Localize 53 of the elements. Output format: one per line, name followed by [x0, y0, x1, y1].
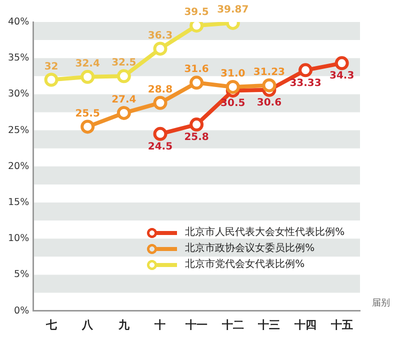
data-label: 28.8	[148, 84, 173, 96]
legend-label: 北京市人民代表大会女性代表比例%	[185, 226, 345, 240]
point	[80, 70, 95, 84]
x-tick-label: 十二	[220, 318, 244, 332]
point	[298, 63, 313, 78]
data-label: 27.4	[112, 94, 136, 106]
point	[80, 120, 95, 134]
data-label: 31.6	[184, 64, 209, 76]
point	[153, 126, 168, 141]
x-tick-label: 十三	[257, 318, 280, 332]
data-label: 33.33	[290, 78, 322, 89]
data-label: 25.5	[75, 108, 100, 120]
data-label: 25.8	[184, 132, 209, 144]
y-tick-label: 30%	[8, 88, 30, 100]
data-label: 32.4	[75, 58, 100, 70]
y-tick-label: 35%	[8, 52, 30, 64]
x-tick-label: 十四	[294, 318, 317, 332]
data-label: 31.0	[220, 68, 246, 80]
point	[153, 42, 168, 56]
legend-label: 北京市政协会议女委员比例%	[185, 242, 315, 256]
point	[190, 118, 204, 132]
x-tick-label: 十一	[184, 318, 208, 332]
x-tick-label: 九	[117, 318, 130, 332]
x-tick-label: 十五	[330, 318, 353, 332]
point	[116, 69, 131, 84]
point	[334, 56, 349, 70]
y-tick-label: 20%	[8, 160, 30, 172]
point	[44, 72, 58, 87]
y-tick-label: 25%	[8, 124, 30, 136]
data-label: 24.5	[148, 142, 173, 153]
data-label: 32	[44, 61, 58, 72]
data-label: 34.3	[329, 70, 354, 82]
data-label: 31.23	[253, 66, 286, 78]
point	[190, 76, 204, 90]
x-tick-label: 十	[154, 318, 166, 332]
legend-label: 北京市党代会女代表比例%	[185, 258, 305, 272]
data-label: 39.5	[184, 7, 209, 18]
y-tick-label: 0%	[14, 305, 30, 316]
data-label: 32.5	[112, 58, 136, 69]
y-tick-label: 15%	[8, 196, 30, 208]
data-label: 36.3	[148, 30, 173, 42]
point	[226, 80, 240, 94]
x-tick-label: 八	[81, 318, 94, 332]
data-label: 30.6	[256, 97, 282, 108]
data-label: 39.87	[217, 4, 249, 16]
point	[262, 78, 276, 92]
x-axis-title: 届别	[372, 298, 390, 309]
x-tick-label: 七	[44, 318, 57, 332]
point	[116, 106, 131, 120]
point	[153, 96, 168, 110]
y-tick-label: 10%	[8, 233, 30, 244]
y-tick-label: 40%	[8, 16, 30, 28]
y-tick-label: 5%	[14, 269, 30, 280]
